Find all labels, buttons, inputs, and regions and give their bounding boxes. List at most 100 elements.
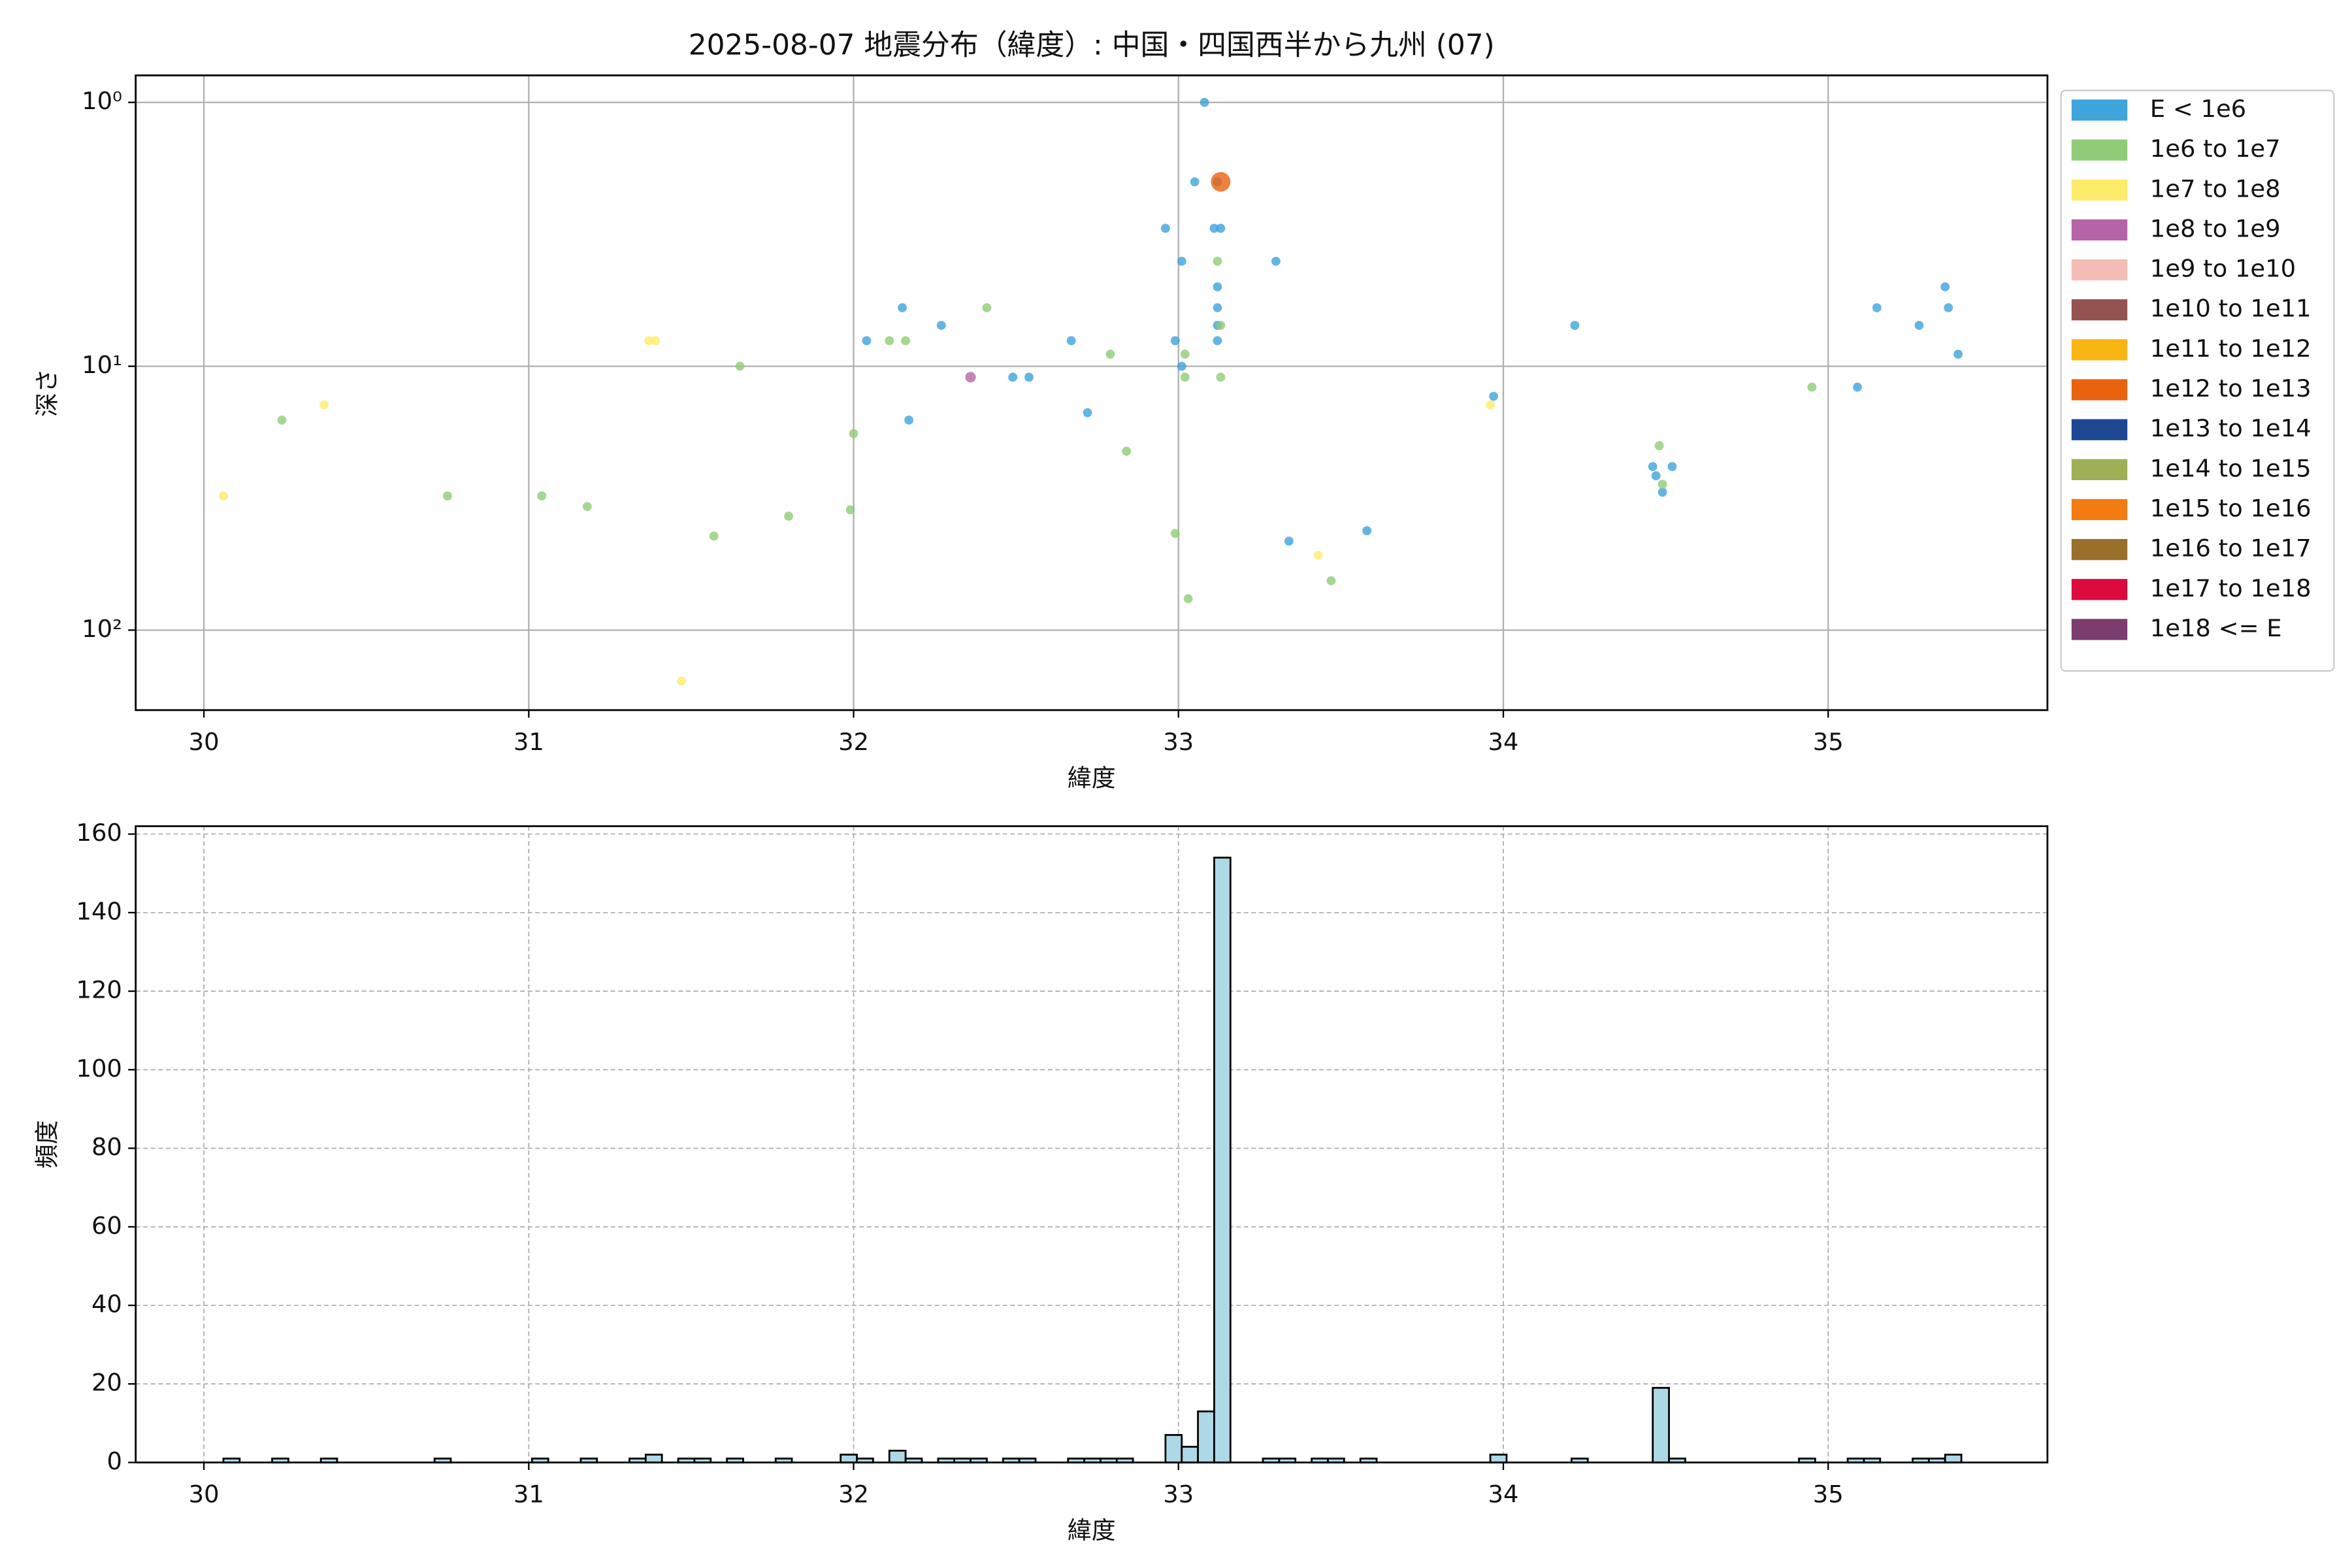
scatter-point [784, 512, 794, 521]
hist-bar [840, 1454, 858, 1463]
y-tick-label: 10¹ [82, 351, 122, 379]
x-tick-label: 31 [514, 1480, 544, 1509]
scatter-point [936, 321, 946, 330]
legend-swatch [2071, 379, 2128, 400]
scatter-point [1284, 536, 1294, 546]
scatter-point [709, 531, 719, 541]
x-tick-label: 34 [1488, 728, 1519, 756]
hist-bar [1181, 1446, 1199, 1463]
scatter-point [1170, 336, 1180, 346]
legend-swatch [2071, 179, 2128, 201]
hist-bar [1489, 1454, 1508, 1463]
legend-swatch [2071, 219, 2128, 241]
scatter-point [885, 336, 894, 346]
scatter-point [904, 416, 914, 425]
legend-swatch [2071, 99, 2128, 121]
legend-label: 1e9 to 1e10 [2150, 255, 2296, 283]
x-tick-label: 32 [838, 1480, 869, 1509]
scatter-point [1160, 223, 1170, 233]
chart-title: 2025-08-07 地震分布（緯度）: 中国・四国西半から九州 (07) [689, 29, 1495, 62]
scatter-point [1216, 372, 1226, 382]
scatter-point [982, 303, 992, 312]
x-tick-label: 31 [514, 728, 544, 756]
scatter-point [1872, 303, 1882, 312]
scatter-point [1177, 256, 1186, 266]
scatter-point [1654, 441, 1664, 451]
scatter-point [1326, 576, 1336, 585]
scatter-point [1271, 256, 1281, 266]
x-axis-label: 緯度 [1068, 764, 1116, 792]
scatter-point [1853, 382, 1862, 392]
legend-label: 1e13 to 1e14 [2150, 414, 2311, 442]
x-tick-label: 32 [838, 728, 869, 756]
scatter-point [1216, 321, 1226, 330]
legend: E < 1e6 1e6 to 1e7 1e7 to 1e8 1e8 to 1e9 1e9… [2060, 90, 2335, 672]
y-tick-label: 0 [106, 1447, 122, 1475]
scatter-point [1216, 223, 1226, 233]
legend-label: 1e11 to 1e12 [2150, 335, 2311, 363]
hist-bar [1944, 1454, 1963, 1463]
hist-bar [888, 1450, 907, 1463]
legend-label: 1e18 <= E [2150, 614, 2282, 642]
legend-swatch [2071, 459, 2128, 480]
legend-label: 1e10 to 1e11 [2150, 295, 2311, 323]
scatter-point [277, 416, 287, 425]
scatter-point [319, 400, 329, 410]
scatter-point [1213, 282, 1222, 291]
legend-swatch [2071, 259, 2128, 281]
y-tick-label: 60 [91, 1211, 122, 1239]
scatter-point [965, 372, 976, 383]
scatter-point [849, 429, 858, 438]
scatter-point [1953, 350, 1963, 359]
legend-label: 1e17 to 1e18 [2150, 574, 2311, 602]
x-axis-label: 緯度 [1068, 1516, 1116, 1544]
scatter-point [651, 336, 661, 346]
legend-swatch [2071, 539, 2128, 561]
x-tick-label: 35 [1813, 1480, 1844, 1509]
hist-bar [1213, 857, 1232, 1463]
scatter-point [898, 303, 907, 312]
scatter-point [1213, 303, 1222, 312]
x-tick-label: 35 [1813, 728, 1844, 756]
legend-label: 1e16 to 1e17 [2150, 534, 2311, 563]
scatter-point [219, 491, 228, 500]
scatter-point [1083, 408, 1092, 417]
scatter-point [1940, 282, 1950, 291]
scatter-point [1213, 256, 1222, 266]
y-tick-label: 40 [91, 1290, 122, 1318]
legend-swatch [2071, 619, 2128, 640]
legend-swatch [2071, 139, 2128, 161]
x-tick-label: 33 [1163, 728, 1194, 756]
scatter-point [1489, 391, 1499, 401]
scatter-point [1177, 361, 1186, 371]
y-tick-label: 100 [76, 1054, 122, 1083]
scatter-point [1667, 462, 1677, 472]
scatter-point [1658, 487, 1667, 497]
scatter-point [537, 491, 547, 500]
x-tick-label: 30 [189, 728, 220, 756]
scatter-point [1211, 172, 1231, 192]
scatter-point [1486, 400, 1495, 410]
y-tick-label: 140 [76, 897, 122, 925]
scatter-point [443, 491, 452, 500]
y-tick-label: 80 [91, 1133, 122, 1161]
scatter-point [845, 505, 855, 515]
scatter-point [1944, 303, 1953, 312]
legend-label: E < 1e6 [2150, 95, 2246, 123]
legend-label: 1e12 to 1e13 [2150, 374, 2311, 402]
scatter-point [1180, 372, 1190, 382]
legend-box [2060, 90, 2335, 672]
x-tick-label: 30 [189, 1480, 220, 1509]
scatter-point [1122, 446, 1132, 456]
scatter-point [1658, 480, 1667, 489]
y-tick-label: 10⁰ [82, 87, 122, 115]
legend-swatch [2071, 419, 2128, 440]
x-tick-label: 33 [1163, 1480, 1194, 1509]
plot-frame [135, 74, 2049, 711]
hist-bar [1652, 1386, 1670, 1463]
y-tick-label: 120 [76, 976, 122, 1004]
legend-swatch [2071, 498, 2128, 521]
scatter-point [1213, 336, 1222, 346]
scatter-point [1180, 350, 1190, 359]
